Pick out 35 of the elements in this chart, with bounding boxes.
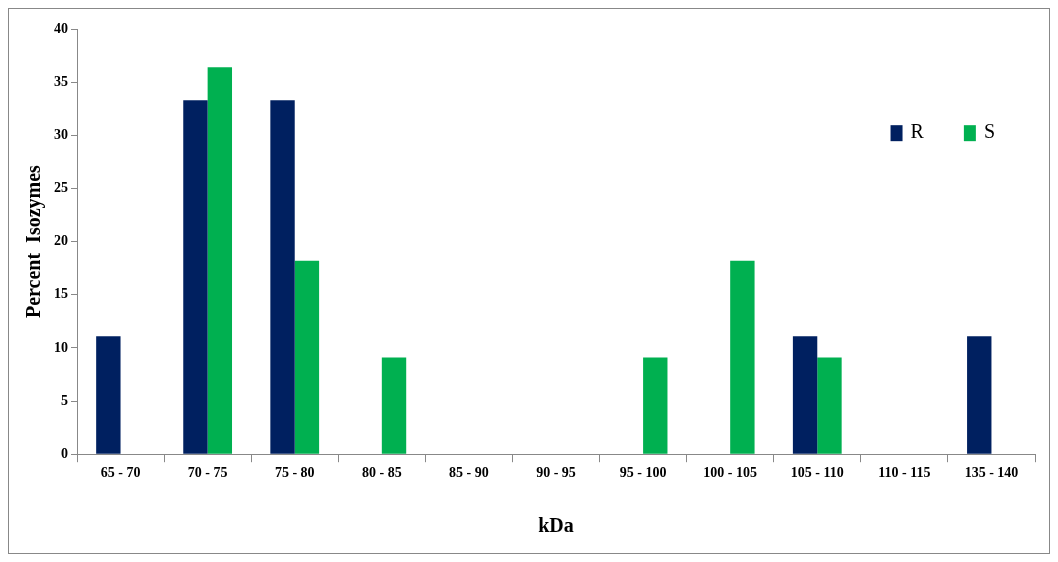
x-tick-label: 95 - 100 xyxy=(619,465,667,481)
x-axis-title: kDa xyxy=(538,514,574,537)
x-tick-label: 80 - 85 xyxy=(361,465,402,481)
y-tick-label: 0 xyxy=(61,445,68,461)
y-tick-label: 5 xyxy=(61,392,68,408)
x-tick-label: 105 - 110 xyxy=(790,465,844,481)
x-tick-label: 110 - 115 xyxy=(878,465,931,481)
bar xyxy=(967,336,992,454)
y-tick-label: 20 xyxy=(54,233,68,249)
bar xyxy=(792,336,818,454)
legend-label: R xyxy=(910,120,925,143)
bar xyxy=(817,357,842,454)
bar xyxy=(294,260,320,454)
y-tick-label: 15 xyxy=(54,286,68,302)
bar xyxy=(381,357,407,454)
bar xyxy=(207,67,233,454)
x-tick-label: 135 - 140 xyxy=(964,465,1019,481)
y-tick-label: 40 xyxy=(54,20,68,36)
bar xyxy=(730,260,755,454)
x-tick-label: 75 - 80 xyxy=(274,465,315,481)
x-tick-label: 90 - 95 xyxy=(536,465,576,481)
x-tick-label: 70 - 75 xyxy=(187,465,228,481)
y-tick-label: 25 xyxy=(54,180,68,196)
x-tick-label: 85 - 90 xyxy=(449,465,489,481)
bar xyxy=(270,100,295,454)
y-tick-label: 35 xyxy=(54,73,68,89)
bar xyxy=(183,100,208,454)
y-tick-label: 30 xyxy=(54,126,68,142)
x-tick-label: 65 - 70 xyxy=(100,465,141,481)
y-tick-label: 10 xyxy=(54,339,68,355)
bar xyxy=(96,336,121,454)
legend-label: S xyxy=(983,120,995,143)
y-axis-title: Percent Isozymes xyxy=(22,164,46,319)
x-tick-label: 100 - 105 xyxy=(703,465,758,481)
bar xyxy=(643,357,668,454)
